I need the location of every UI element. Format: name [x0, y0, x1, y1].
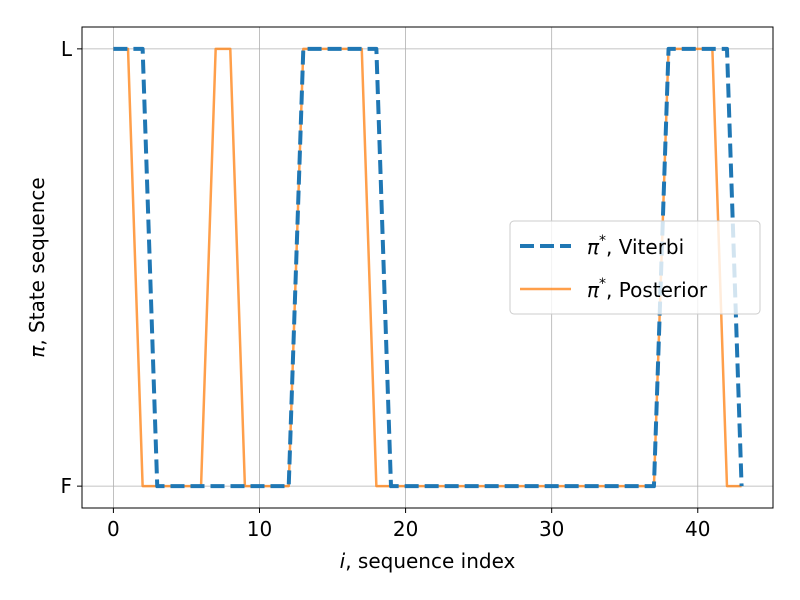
series-line-viterbi: [113, 46, 744, 489]
x-axis-label-symbol: i: [340, 549, 346, 573]
x-tick-label: 10: [247, 517, 272, 541]
plot-frame: [81, 26, 774, 509]
legend-posterior-symbol: π: [587, 278, 600, 302]
legend-viterbi-text: , Viterbi: [606, 235, 684, 259]
series-group: [113, 46, 744, 489]
x-tick-label: 30: [539, 517, 564, 541]
y-tick-label: L: [61, 37, 73, 61]
ticks: 0 10 20 30 40 F L: [60, 37, 710, 541]
y-axis-label-text: , State sequence: [25, 177, 49, 345]
x-axis-label: i, sequence index: [340, 549, 516, 573]
y-tick-label: F: [60, 474, 72, 498]
y-axis-label-symbol: π: [25, 345, 49, 358]
legend-posterior-sup: *: [599, 276, 606, 292]
legend-box: [509, 220, 761, 315]
legend: π*, Viterbi π*, Posterior: [509, 220, 761, 315]
x-axis-label-text: , sequence index: [345, 549, 515, 573]
legend-entry-viterbi: π*, Viterbi: [587, 233, 684, 259]
legend-viterbi-symbol: π: [587, 235, 600, 259]
x-tick-label: 0: [107, 517, 120, 541]
legend-viterbi-sup: *: [599, 233, 606, 249]
y-axis-label: π, State sequence: [25, 177, 49, 357]
x-tick-label: 20: [393, 517, 418, 541]
legend-entry-posterior: π*, Posterior: [587, 276, 708, 302]
legend-posterior-text: , Posterior: [606, 278, 708, 302]
x-tick-label: 40: [685, 517, 710, 541]
